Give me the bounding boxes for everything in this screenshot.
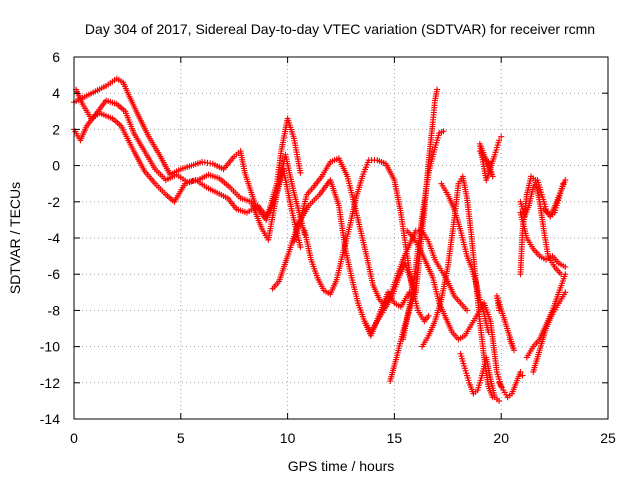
- series-15: [496, 368, 526, 401]
- data-point: [496, 137, 503, 144]
- y-tick-label: 4: [52, 85, 60, 101]
- x-tick-label: 15: [387, 430, 403, 446]
- series-19: [517, 173, 565, 278]
- data-point: [434, 86, 441, 93]
- data-point: [562, 289, 569, 296]
- series-21: [530, 289, 569, 375]
- y-tick-label: 0: [52, 158, 60, 174]
- data-point: [519, 372, 526, 379]
- data-point: [562, 177, 569, 184]
- data-point: [485, 329, 492, 336]
- y-tick-label: -12: [40, 375, 60, 391]
- y-axis-label: SDTVAR / TECUs: [7, 182, 23, 294]
- y-tick-label: -6: [48, 266, 61, 282]
- y-tick-label: -8: [48, 302, 61, 318]
- series-14: [476, 133, 505, 184]
- data-points: [71, 75, 569, 404]
- series-11: [419, 173, 496, 401]
- x-axis-label: GPS time / hours: [288, 458, 395, 474]
- y-tick-label: 6: [52, 49, 60, 65]
- data-point: [517, 368, 524, 375]
- x-tick-label: 10: [280, 430, 296, 446]
- data-point: [562, 271, 569, 278]
- series-9: [399, 128, 447, 343]
- series-2: [71, 97, 308, 243]
- x-tick-label: 5: [177, 430, 185, 446]
- chart-title: Day 304 of 2017, Sidereal Day-to-day VTE…: [85, 21, 595, 37]
- data-point: [297, 244, 304, 251]
- data-point: [425, 312, 432, 319]
- series-3: [73, 86, 304, 251]
- series-16: [493, 292, 518, 354]
- series-22: [540, 177, 569, 220]
- series-13: [457, 350, 503, 404]
- x-axis-ticks: 0 5 10 15 20 25: [70, 57, 616, 446]
- y-axis-ticks: -14 -12 -10 -8 -6 -4 -2 0 2 4 6: [40, 49, 608, 427]
- data-point: [297, 169, 304, 176]
- data-point: [498, 133, 505, 140]
- y-tick-label: -14: [40, 411, 60, 427]
- x-tick-label: 0: [70, 430, 78, 446]
- data-point: [498, 383, 505, 390]
- data-point: [562, 263, 569, 270]
- data-point: [464, 307, 471, 314]
- data-point: [440, 128, 447, 135]
- y-tick-label: 2: [52, 121, 60, 137]
- x-tick-label: 25: [600, 430, 616, 446]
- data-point: [496, 307, 503, 314]
- y-tick-label: -10: [40, 339, 60, 355]
- y-tick-label: -4: [48, 230, 61, 246]
- y-tick-label: -2: [48, 194, 61, 210]
- series-10: [404, 227, 505, 390]
- x-tick-label: 20: [493, 430, 509, 446]
- data-point: [496, 397, 503, 404]
- series-12: [438, 180, 492, 336]
